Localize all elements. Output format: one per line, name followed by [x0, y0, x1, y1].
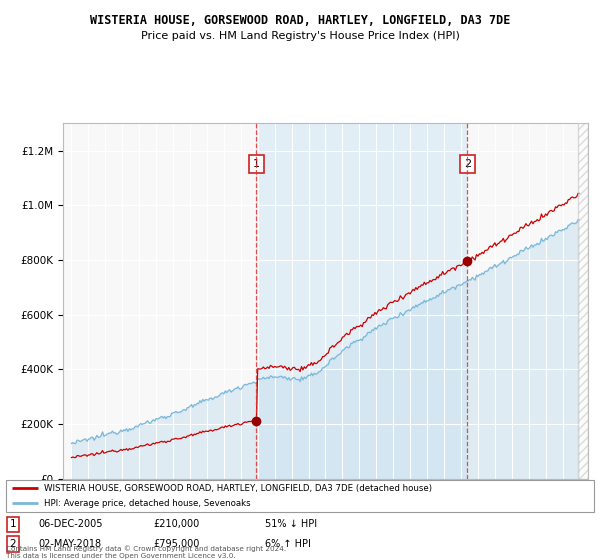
Text: 2: 2	[10, 539, 16, 549]
Text: 02-MAY-2018: 02-MAY-2018	[38, 539, 101, 549]
Text: 1: 1	[253, 159, 260, 169]
Bar	[578, 123, 588, 479]
Text: £795,000: £795,000	[153, 539, 199, 549]
Text: 1: 1	[10, 520, 16, 529]
Text: Contains HM Land Registry data © Crown copyright and database right 2024.
This d: Contains HM Land Registry data © Crown c…	[6, 546, 286, 559]
Text: 2: 2	[464, 159, 471, 169]
Text: 06-DEC-2005: 06-DEC-2005	[38, 520, 103, 529]
Text: 6% ↑ HPI: 6% ↑ HPI	[265, 539, 311, 549]
Text: WISTERIA HOUSE, GORSEWOOD ROAD, HARTLEY, LONGFIELD, DA3 7DE (detached house): WISTERIA HOUSE, GORSEWOOD ROAD, HARTLEY,…	[44, 483, 432, 493]
Text: HPI: Average price, detached house, Sevenoaks: HPI: Average price, detached house, Seve…	[44, 499, 251, 508]
Text: WISTERIA HOUSE, GORSEWOOD ROAD, HARTLEY, LONGFIELD, DA3 7DE: WISTERIA HOUSE, GORSEWOOD ROAD, HARTLEY,…	[90, 14, 510, 27]
Text: £210,000: £210,000	[153, 520, 199, 529]
Text: 51% ↓ HPI: 51% ↓ HPI	[265, 520, 317, 529]
Text: Price paid vs. HM Land Registry's House Price Index (HPI): Price paid vs. HM Land Registry's House …	[140, 31, 460, 41]
Bar	[256, 123, 467, 479]
FancyBboxPatch shape	[6, 480, 594, 512]
